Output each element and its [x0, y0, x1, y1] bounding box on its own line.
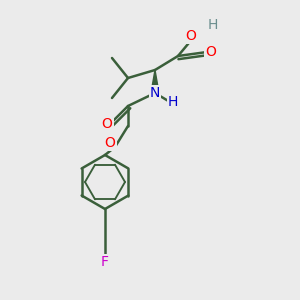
Text: O: O	[206, 45, 216, 59]
Polygon shape	[151, 70, 159, 93]
Text: H: H	[168, 95, 178, 109]
Text: H: H	[208, 18, 218, 32]
Text: O: O	[186, 29, 196, 43]
Text: N: N	[150, 86, 160, 100]
Text: O: O	[105, 136, 116, 150]
Text: O: O	[102, 117, 112, 131]
Text: F: F	[101, 255, 109, 269]
